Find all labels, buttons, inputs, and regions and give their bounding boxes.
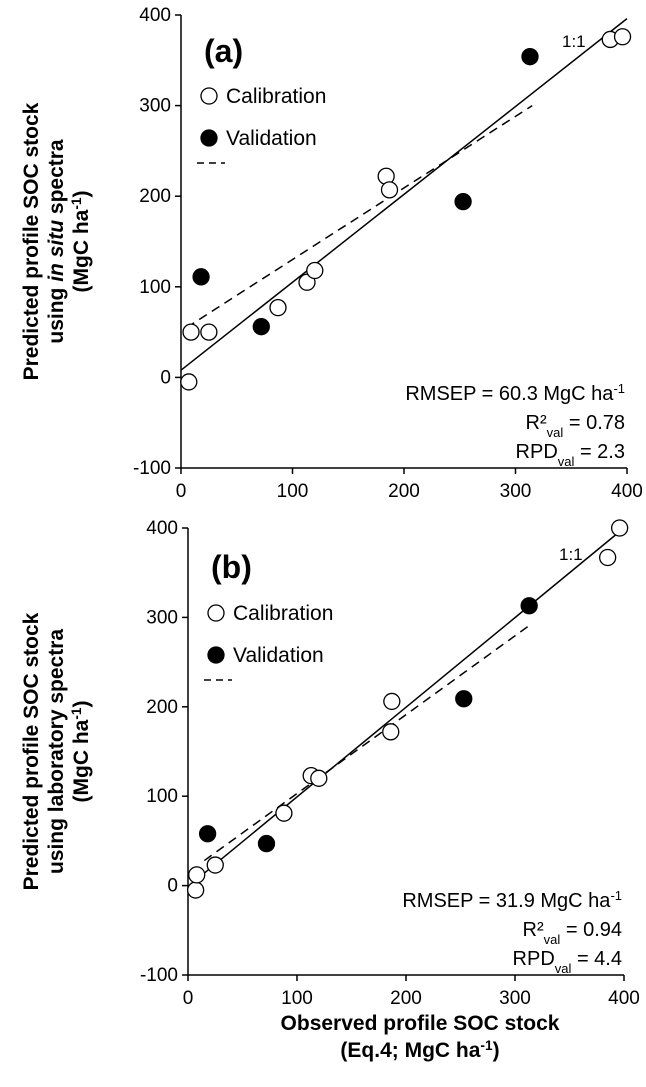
validation-point <box>454 192 472 211</box>
stat-label: RMSEP = 31.9 MgC ha-1 <box>402 888 622 913</box>
calibration-point <box>613 28 632 46</box>
y-tick-label: 0 <box>160 367 171 388</box>
calibration-point <box>298 273 316 291</box>
x-tick-label: 400 <box>608 988 640 1009</box>
validation-point <box>521 48 539 66</box>
y-axis-label: (MgC ha-1) <box>69 701 94 803</box>
one-to-one-label: 1:1 <box>562 32 586 51</box>
validation-point <box>198 825 217 843</box>
x-tick-label: 200 <box>390 988 422 1009</box>
stat-label: R²val = 0.78 <box>526 412 625 440</box>
one-to-one-line <box>192 527 625 883</box>
calibration-point <box>186 881 205 899</box>
legend-calibration-marker <box>200 87 218 105</box>
one-to-one-label: 1:1 <box>559 545 583 564</box>
calibration-point <box>310 769 328 787</box>
calibration-point <box>382 723 400 741</box>
y-tick-label: 100 <box>139 277 171 298</box>
calibration-point <box>206 856 224 874</box>
calibration-point <box>188 866 206 884</box>
legend-validation-label: Validation <box>226 127 317 150</box>
y-axis-label: Predicted profile SOC stock <box>20 612 43 890</box>
y-tick-label: 300 <box>139 96 171 117</box>
y-tick-label: 0 <box>167 876 178 897</box>
legend-calibration-label: Calibration <box>226 85 326 108</box>
calibration-point <box>599 548 617 567</box>
x-axis-label: (Eq.4; MgC ha-1) <box>340 1038 499 1063</box>
legend-validation-marker <box>207 646 225 664</box>
calibration-point <box>383 692 401 711</box>
legend-calibration-label: Calibration <box>233 602 333 625</box>
x-tick-label: 0 <box>183 988 194 1009</box>
validation-point <box>252 318 270 336</box>
calibration-point <box>610 519 629 537</box>
x-tick-label: 0 <box>176 481 187 502</box>
y-tick-label: 400 <box>139 5 171 26</box>
calibration-point <box>200 323 218 341</box>
calibration-point <box>180 373 198 391</box>
y-axis-label: using in situ spectra <box>45 139 68 344</box>
validation-point <box>257 834 276 853</box>
y-tick-label: -100 <box>140 965 178 986</box>
y-axis-label: Predicted profile SOC stock <box>20 102 43 380</box>
y-axis-label: (MgC ha-1) <box>69 191 94 293</box>
calibration-point <box>306 261 324 280</box>
regression-line <box>186 104 533 329</box>
y-tick-label: 300 <box>146 607 178 628</box>
stat-label: R²val = 0.94 <box>523 919 622 947</box>
stat-label: RPDval = 2.3 <box>516 441 625 469</box>
x-tick-label: 400 <box>611 481 643 502</box>
calibration-point <box>182 323 200 341</box>
calibration-point <box>275 804 293 822</box>
stat-label: RMSEP = 60.3 MgC ha-1 <box>405 381 625 406</box>
one-to-one-line <box>180 18 628 371</box>
legend-validation-label: Validation <box>233 644 324 667</box>
validation-point <box>520 597 538 615</box>
calibration-point <box>380 181 399 199</box>
regression-line <box>203 625 529 862</box>
x-axis-label: Observed profile SOC stock <box>281 1012 560 1035</box>
validation-point <box>192 268 210 286</box>
x-tick-label: 100 <box>281 988 313 1009</box>
stat-label: RPDval = 4.4 <box>513 948 622 976</box>
legend-validation-marker <box>200 129 218 147</box>
y-tick-label: 200 <box>146 697 178 718</box>
legend-calibration-marker <box>207 604 225 622</box>
x-tick-label: 100 <box>277 481 309 502</box>
y-tick-label: 100 <box>146 786 178 807</box>
x-tick-label: 300 <box>499 988 531 1009</box>
panel-label: (b) <box>211 549 252 585</box>
x-tick-label: 300 <box>500 481 532 502</box>
x-tick-label: 200 <box>388 481 420 502</box>
y-tick-label: 400 <box>146 518 178 539</box>
calibration-point <box>269 298 287 317</box>
y-tick-label: -100 <box>133 458 171 479</box>
y-axis-label: using laboratory spectra <box>45 629 68 874</box>
y-tick-label: 200 <box>139 186 171 207</box>
validation-point <box>455 690 473 708</box>
panel-label: (a) <box>204 33 243 69</box>
